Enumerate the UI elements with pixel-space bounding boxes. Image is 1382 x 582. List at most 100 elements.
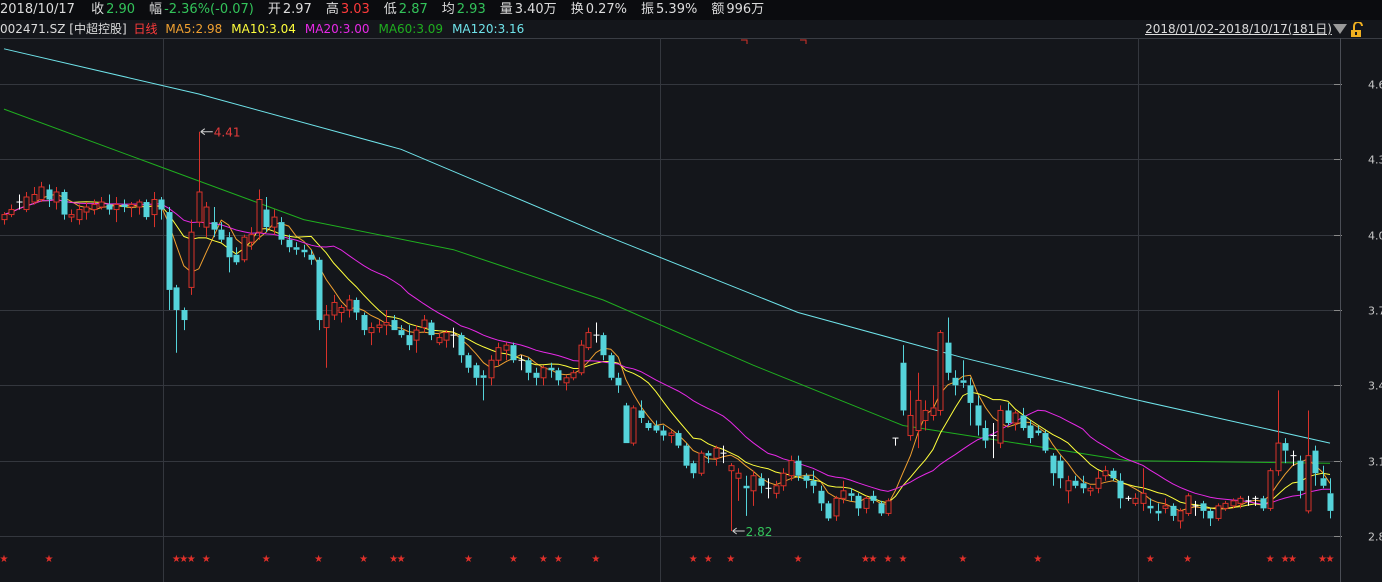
candle[interactable] bbox=[1, 212, 8, 225]
candle[interactable] bbox=[1170, 503, 1177, 521]
candle[interactable] bbox=[278, 217, 285, 245]
candle[interactable] bbox=[990, 423, 997, 459]
candle[interactable] bbox=[615, 372, 622, 393]
candle[interactable] bbox=[765, 478, 772, 499]
candle[interactable] bbox=[308, 249, 315, 265]
candle[interactable] bbox=[720, 445, 727, 464]
candle[interactable] bbox=[1027, 420, 1034, 444]
candle[interactable] bbox=[465, 352, 472, 373]
candle[interactable] bbox=[450, 327, 457, 348]
candle[interactable] bbox=[510, 342, 517, 363]
candle[interactable] bbox=[1080, 475, 1087, 494]
unlock-icon[interactable] bbox=[1350, 22, 1364, 38]
candle[interactable] bbox=[338, 304, 345, 323]
candle[interactable] bbox=[1327, 478, 1334, 519]
candle[interactable] bbox=[833, 495, 840, 521]
candle[interactable] bbox=[915, 372, 922, 449]
candle[interactable] bbox=[698, 450, 705, 476]
candle[interactable] bbox=[750, 470, 757, 506]
candle[interactable] bbox=[690, 460, 697, 479]
candle[interactable] bbox=[53, 186, 60, 210]
candle[interactable] bbox=[593, 322, 600, 343]
candle[interactable] bbox=[975, 395, 982, 436]
candle[interactable] bbox=[960, 360, 967, 388]
candle[interactable] bbox=[218, 222, 225, 243]
candle[interactable] bbox=[31, 186, 38, 205]
candle[interactable] bbox=[98, 197, 105, 210]
candle[interactable] bbox=[196, 131, 203, 228]
candle[interactable] bbox=[1087, 485, 1094, 496]
candle[interactable] bbox=[1192, 500, 1199, 516]
candle[interactable] bbox=[1185, 493, 1192, 516]
candle[interactable] bbox=[121, 199, 128, 213]
candle[interactable] bbox=[818, 485, 825, 511]
candle[interactable] bbox=[1305, 410, 1312, 514]
candle[interactable] bbox=[705, 450, 712, 464]
candle[interactable] bbox=[1267, 468, 1274, 511]
candle[interactable] bbox=[683, 443, 690, 469]
dropdown-triangle-icon[interactable] bbox=[1333, 24, 1347, 34]
candle[interactable] bbox=[795, 455, 802, 481]
candle[interactable] bbox=[1065, 475, 1072, 504]
candle[interactable] bbox=[361, 312, 368, 336]
candle[interactable] bbox=[848, 488, 855, 501]
candle[interactable] bbox=[91, 199, 98, 215]
candle[interactable] bbox=[211, 207, 218, 238]
candle[interactable] bbox=[1132, 493, 1139, 506]
candle[interactable] bbox=[518, 355, 525, 371]
candle[interactable] bbox=[630, 405, 637, 446]
candle[interactable] bbox=[1245, 495, 1252, 506]
candle[interactable] bbox=[413, 325, 420, 353]
candle[interactable] bbox=[675, 430, 682, 449]
candle[interactable] bbox=[1012, 410, 1019, 431]
candle[interactable] bbox=[421, 315, 428, 333]
candle[interactable] bbox=[1282, 438, 1289, 464]
candle[interactable] bbox=[353, 297, 360, 321]
candle[interactable] bbox=[608, 352, 615, 381]
candle[interactable] bbox=[263, 197, 270, 233]
candle[interactable] bbox=[8, 204, 15, 218]
candle[interactable] bbox=[113, 197, 120, 223]
candle[interactable] bbox=[346, 294, 353, 318]
period-label[interactable]: 日线 bbox=[133, 22, 158, 36]
candle[interactable] bbox=[668, 430, 675, 444]
candle[interactable] bbox=[241, 234, 248, 263]
candle[interactable] bbox=[952, 370, 959, 396]
candle[interactable] bbox=[892, 437, 899, 446]
candle[interactable] bbox=[61, 189, 68, 220]
candle[interactable] bbox=[1117, 473, 1124, 509]
candle[interactable] bbox=[316, 257, 323, 331]
candle[interactable] bbox=[203, 202, 210, 238]
candle[interactable] bbox=[825, 500, 832, 521]
candle[interactable] bbox=[623, 402, 630, 444]
candle[interactable] bbox=[1050, 453, 1057, 486]
candle[interactable] bbox=[1147, 498, 1154, 514]
candle[interactable] bbox=[758, 473, 765, 494]
candle[interactable] bbox=[1260, 495, 1267, 511]
candle[interactable] bbox=[1102, 465, 1109, 481]
candle[interactable] bbox=[383, 310, 390, 336]
candle[interactable] bbox=[713, 445, 720, 466]
candle[interactable] bbox=[151, 191, 158, 228]
candle[interactable] bbox=[76, 204, 83, 225]
candle[interactable] bbox=[1162, 498, 1169, 514]
candle[interactable] bbox=[458, 332, 465, 363]
candle[interactable] bbox=[166, 207, 173, 310]
candle[interactable] bbox=[1200, 500, 1207, 519]
candle[interactable] bbox=[136, 199, 143, 215]
candle[interactable] bbox=[1207, 508, 1214, 526]
candle[interactable] bbox=[1072, 475, 1079, 489]
candle[interactable] bbox=[728, 463, 735, 531]
candle[interactable] bbox=[548, 362, 555, 378]
candle[interactable] bbox=[1035, 425, 1042, 436]
candle[interactable] bbox=[900, 345, 907, 416]
candle[interactable] bbox=[885, 498, 892, 516]
candle[interactable] bbox=[286, 234, 293, 253]
candle[interactable] bbox=[173, 284, 180, 353]
candle[interactable] bbox=[1177, 508, 1184, 529]
candle[interactable] bbox=[810, 470, 817, 494]
candle[interactable] bbox=[323, 304, 330, 368]
candle[interactable] bbox=[773, 480, 780, 499]
candle[interactable] bbox=[735, 468, 742, 501]
